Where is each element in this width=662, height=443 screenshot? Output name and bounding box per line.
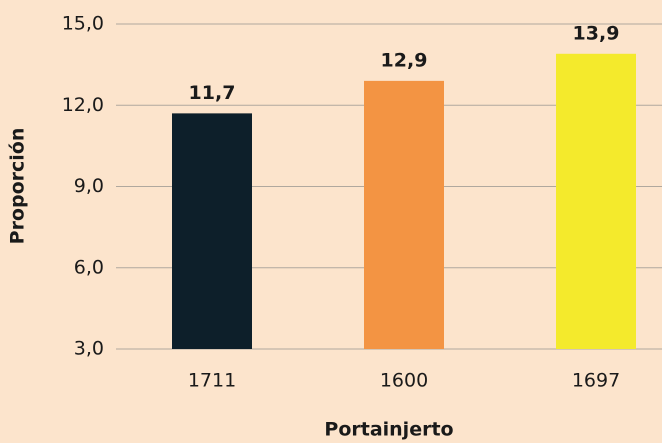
value-label: 13,9 [573,22,620,44]
y-tick-label: 15,0 [62,13,104,35]
y-tick-label: 6,0 [74,256,104,278]
y-tick-label: 9,0 [74,175,104,197]
x-tick-label: 1600 [380,370,428,392]
bar [364,80,444,349]
x-axis-title: Portainjerto [324,419,453,441]
value-label: 11,7 [189,82,236,104]
y-tick-label: 3,0 [74,338,104,360]
bar [172,113,252,349]
y-tick-label: 12,0 [62,94,104,116]
bar [556,53,636,350]
y-axis-title: Proporción [7,128,29,245]
x-tick-label: 1697 [572,370,620,392]
x-tick-label: 1711 [188,370,236,392]
value-label: 12,9 [381,49,428,71]
